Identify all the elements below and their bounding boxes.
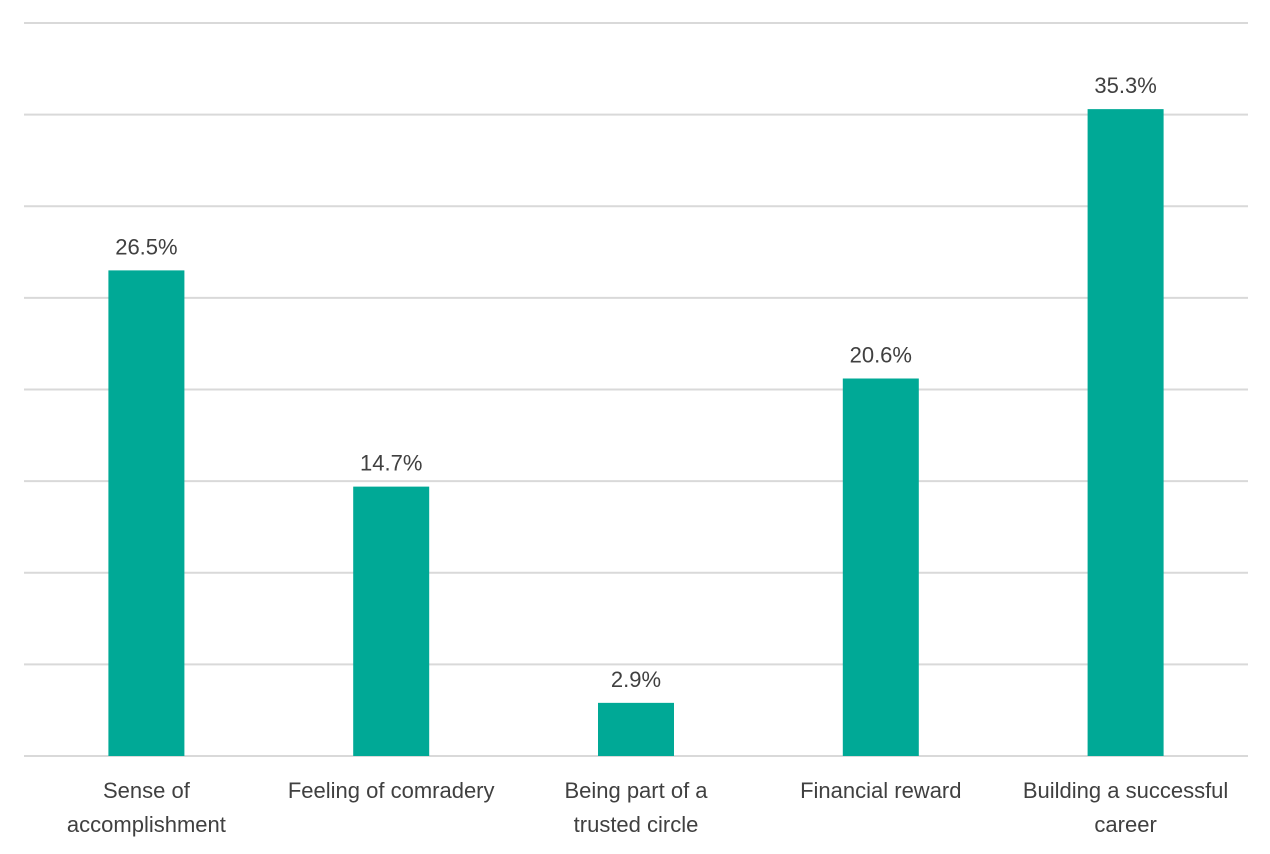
bar [842, 378, 919, 756]
data-label: 2.9% [611, 667, 661, 692]
data-label: 14.7% [360, 451, 422, 476]
bar [108, 270, 185, 756]
category-label: Feeling of comradery [288, 778, 495, 803]
category-label-line: accomplishment [67, 812, 226, 837]
category-label-line: Financial reward [800, 778, 961, 803]
category-label: Sense of accomplishment [67, 778, 226, 837]
category-label-line: Being part of a [564, 778, 708, 803]
bar [1087, 109, 1164, 756]
category-label-line: Feeling of comradery [288, 778, 495, 803]
bar [598, 702, 674, 756]
category-label-line: Building a successful [1023, 778, 1228, 803]
value-labels: 26.5% 14.7% 2.9% 20.6% 35.3% [115, 73, 1157, 692]
category-label: Building a successful career [1023, 778, 1228, 837]
data-label: 20.6% [850, 343, 912, 368]
bar [353, 486, 430, 756]
data-label: 26.5% [115, 234, 177, 259]
category-labels: Sense of accomplishment Feeling of comrade… [67, 778, 1228, 837]
category-label-line: career [1094, 812, 1156, 837]
data-label: 35.3% [1094, 73, 1156, 98]
bars [108, 109, 1164, 756]
category-label: Financial reward [800, 778, 961, 803]
gridlines [24, 22, 1248, 757]
category-label-line: Sense of [103, 778, 191, 803]
category-label-line: trusted circle [574, 812, 699, 837]
category-label: Being part of a trusted circle [564, 778, 708, 837]
